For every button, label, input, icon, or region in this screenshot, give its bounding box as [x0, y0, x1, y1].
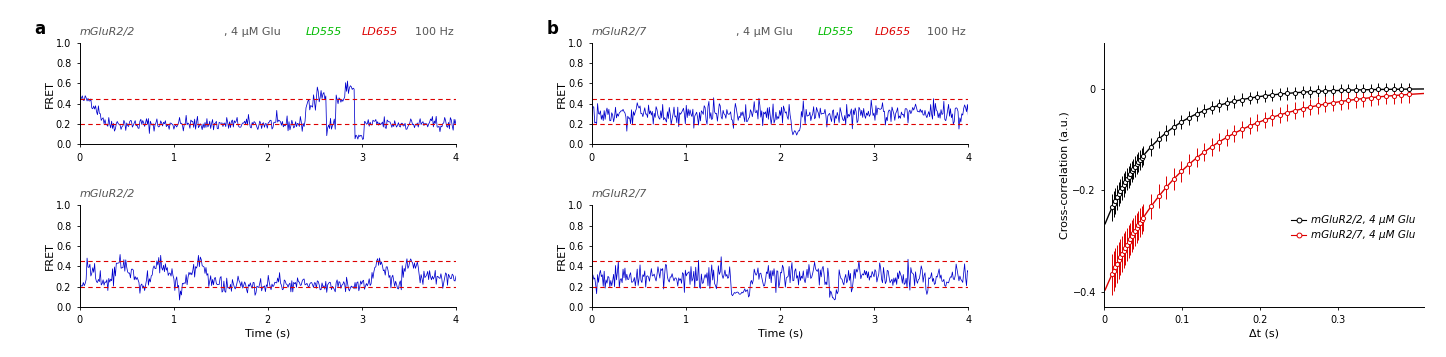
Text: mGluR2/2: mGluR2/2 — [80, 189, 134, 199]
Text: LD555: LD555 — [818, 27, 855, 37]
Text: mGluR2/2: mGluR2/2 — [80, 27, 134, 37]
Y-axis label: FRET: FRET — [557, 80, 567, 107]
Text: 100 Hz: 100 Hz — [415, 27, 454, 37]
Text: , 4 μM Glu: , 4 μM Glu — [224, 27, 281, 37]
X-axis label: Δt (s): Δt (s) — [1249, 328, 1280, 338]
Legend: mGluR2/2, 4 μM Glu, mGluR2/7, 4 μM Glu: mGluR2/2, 4 μM Glu, mGluR2/7, 4 μM Glu — [1287, 211, 1419, 245]
Text: mGluR2/7: mGluR2/7 — [591, 189, 648, 199]
Y-axis label: FRET: FRET — [45, 80, 55, 107]
Text: LD655: LD655 — [875, 27, 911, 37]
Y-axis label: FRET: FRET — [45, 242, 55, 270]
Text: c: c — [1066, 0, 1076, 3]
X-axis label: Time (s): Time (s) — [758, 328, 803, 338]
Text: , 4 μM Glu: , 4 μM Glu — [736, 27, 794, 37]
Text: LD655: LD655 — [362, 27, 398, 37]
X-axis label: Time (s): Time (s) — [246, 328, 291, 338]
Text: b: b — [547, 20, 558, 39]
Text: mGluR2/7: mGluR2/7 — [591, 27, 648, 37]
Text: a: a — [35, 20, 45, 39]
Y-axis label: Cross-correlation (a.u.): Cross-correlation (a.u.) — [1060, 111, 1070, 239]
Y-axis label: FRET: FRET — [557, 242, 567, 270]
Text: 100 Hz: 100 Hz — [927, 27, 966, 37]
Text: LD555: LD555 — [305, 27, 341, 37]
